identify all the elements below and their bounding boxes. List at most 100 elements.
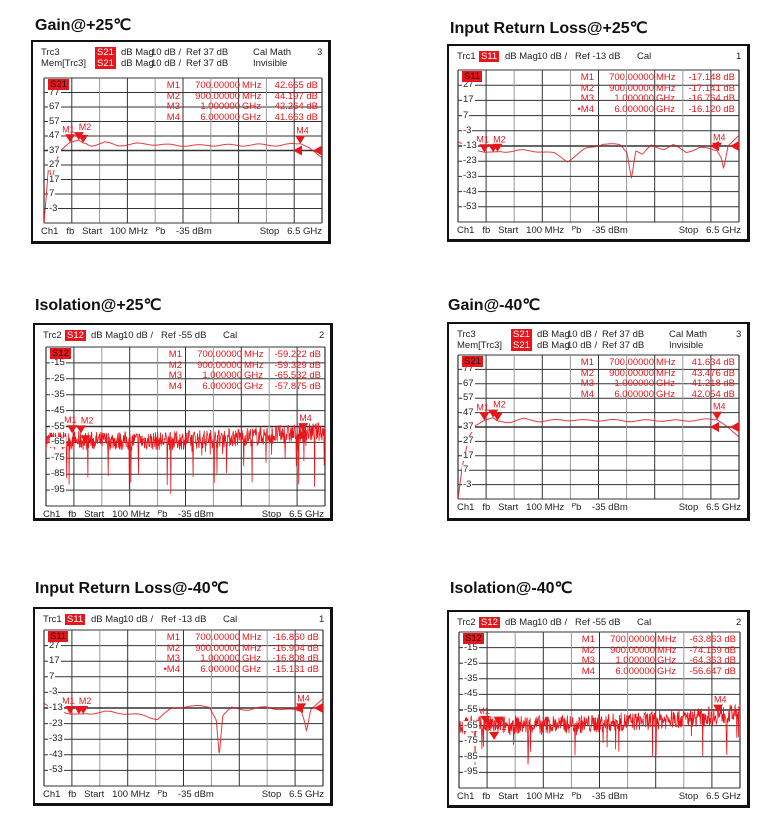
header-ref: Ref -13 dB: [161, 614, 207, 625]
reference-marker-arrow-icon: [294, 703, 303, 713]
y-axis-label: 17: [462, 94, 475, 106]
s-parameter-badge[interactable]: S11: [65, 614, 86, 625]
header-format: dB Mag: [537, 329, 570, 340]
s-parameter-badge[interactable]: S21: [95, 58, 116, 69]
marker-triangle-icon: [67, 425, 78, 434]
marker-label: M4: [713, 402, 726, 412]
header-ref: Ref -55 dB: [575, 617, 621, 628]
marker-unit: GHz: [657, 655, 676, 666]
marker-unit: MHz: [242, 642, 262, 654]
header-trace[interactable]: Mem[Trc3]: [457, 340, 503, 351]
reference-marker-arrow-icon: [293, 145, 302, 156]
sweep-info: Ch1 fb Start 100 MHz ᴾb -35 dBm: [457, 225, 628, 236]
marker-frequency: 6.000000: [200, 111, 240, 123]
header-scale: 10 dB /: [123, 330, 154, 341]
header-trace[interactable]: Trc2: [43, 330, 62, 341]
s-parameter-badge[interactable]: S11: [479, 51, 500, 62]
marker-frequency: 700.00000: [609, 357, 654, 368]
marker-triangle-icon: [493, 716, 504, 725]
marker-value: -16.808 dB: [272, 653, 319, 664]
y-axis-label: -45: [463, 688, 479, 700]
s-parameter-badge[interactable]: S21: [95, 47, 116, 58]
header-ref: Ref 37 dB: [602, 329, 645, 340]
header-scale: 10 dB /: [567, 340, 598, 351]
plot-area[interactable]: M1 M2 M4 -15 -25 -35 -45 -55 -65 -75 -85 -95 S12 M1 70…: [45, 346, 326, 507]
marker-frequency: 900.00000: [195, 90, 240, 102]
header-num: 3: [317, 47, 323, 58]
y-axis-label: -53: [462, 200, 478, 212]
marker-triangle-icon: [479, 144, 490, 153]
plot-area[interactable]: M1 M2 M4 27 17 7 -3 -13 -23 -33 -43 -53 S11 M1 700.000…: [457, 69, 740, 223]
trace-badge: S11: [48, 631, 69, 642]
marker-value: 42.264 dB: [274, 101, 318, 112]
marker-unit: GHz: [656, 103, 675, 115]
marker-name: M4: [168, 380, 182, 392]
y-axis-label: -85: [50, 468, 66, 480]
header-trace[interactable]: Trc1: [43, 614, 62, 625]
sweep-info: Ch1 fb Start 100 MHz ᴾb -35 dBm: [43, 789, 214, 800]
marker-unit: MHz: [656, 367, 676, 379]
marker-value: -63.863 dB: [689, 634, 736, 645]
plot-area[interactable]: M1 M2 M4 77 67 57 47 37 27 17 7 -3 S21 M1 700.00000 MHz…: [457, 354, 740, 500]
stop-frequency: Stop 6.5 GHz: [261, 509, 324, 520]
s-parameter-badge[interactable]: S12: [65, 330, 86, 341]
marker-value: -59.329 dB: [274, 359, 321, 371]
marker-name: M1: [580, 72, 594, 83]
header-trace[interactable]: Trc3: [457, 329, 476, 340]
marker-unit: MHz: [657, 644, 677, 656]
header-status: Cal: [223, 330, 238, 341]
panel-title: Isolation@-40℃: [450, 580, 573, 597]
marker-value: 43.476 dB: [691, 367, 735, 379]
plot-area[interactable]: M1 M2 M4 27 17 7 -3 -13 -23 -33 -43 -53 S11 M1 700.000…: [43, 629, 324, 787]
panel-title: Isolation@+25℃: [35, 297, 162, 314]
y-axis-label: -75: [463, 735, 479, 747]
marker-name: M4: [166, 111, 180, 123]
header-trace[interactable]: Trc3: [41, 47, 60, 58]
marker-triangle-icon: [489, 731, 500, 740]
marker-unit: MHz: [244, 359, 264, 371]
y-axis-label: 17: [462, 449, 475, 461]
reference-level-arrow-icon: [313, 145, 322, 156]
s-parameter-badge[interactable]: S21: [511, 329, 532, 340]
header-scale: 10 dB /: [567, 329, 598, 340]
marker-frequency: 1.000000: [200, 101, 240, 112]
marker-label: M1: [476, 134, 489, 144]
y-axis-label: -13: [462, 140, 478, 151]
plot-area[interactable]: M1 M2 M4 -15 -25 -35 -45 -55 -65 -75 -85 -95 S12 M1 70…: [458, 631, 741, 789]
header-trace[interactable]: Trc2: [457, 617, 476, 628]
y-axis-label: 67: [462, 377, 475, 389]
y-axis-label: -45: [50, 404, 66, 416]
header-status: Cal: [223, 614, 238, 625]
marker-frequency: 6.000000: [200, 663, 240, 675]
marker-value: -15.131 dB: [272, 663, 319, 675]
y-axis-label: -33: [48, 733, 64, 745]
header-ref: Ref -55 dB: [161, 330, 207, 341]
header-trace[interactable]: Mem[Trc3]: [41, 58, 87, 69]
header-format: dB Mag: [505, 617, 538, 628]
header-num: 3: [736, 329, 742, 340]
marker-value: 44.197 dB: [274, 90, 318, 102]
marker-unit: MHz: [656, 357, 676, 368]
y-axis-label: -25: [50, 372, 66, 384]
header-scale: 10 dB /: [537, 617, 568, 628]
s-parameter-badge[interactable]: S21: [511, 340, 532, 351]
marker-triangle-icon: [295, 135, 306, 144]
header-scale: 10 dB /: [151, 47, 182, 58]
marker-value: 41.218 dB: [691, 378, 735, 389]
marker-name: M1: [166, 632, 180, 643]
marker-label: M2: [494, 722, 507, 732]
header-trace[interactable]: Trc1: [457, 51, 476, 62]
marker-value: -65.532 dB: [274, 370, 321, 381]
plot-area[interactable]: M1 M2 M4 77 67 57 47 37 27 17 7 -3 S21 M1 700.00000 MHz…: [43, 77, 323, 224]
marker-label: M1: [62, 124, 75, 134]
marker-value: -64.363 dB: [689, 655, 736, 666]
marker-triangle-icon: [80, 435, 91, 444]
marker-unit: GHz: [656, 378, 675, 389]
marker-frequency: 6.000000: [614, 103, 654, 115]
y-axis-label: 47: [462, 406, 475, 418]
s-parameter-badge[interactable]: S12: [479, 617, 500, 628]
marker-unit: MHz: [656, 72, 676, 83]
